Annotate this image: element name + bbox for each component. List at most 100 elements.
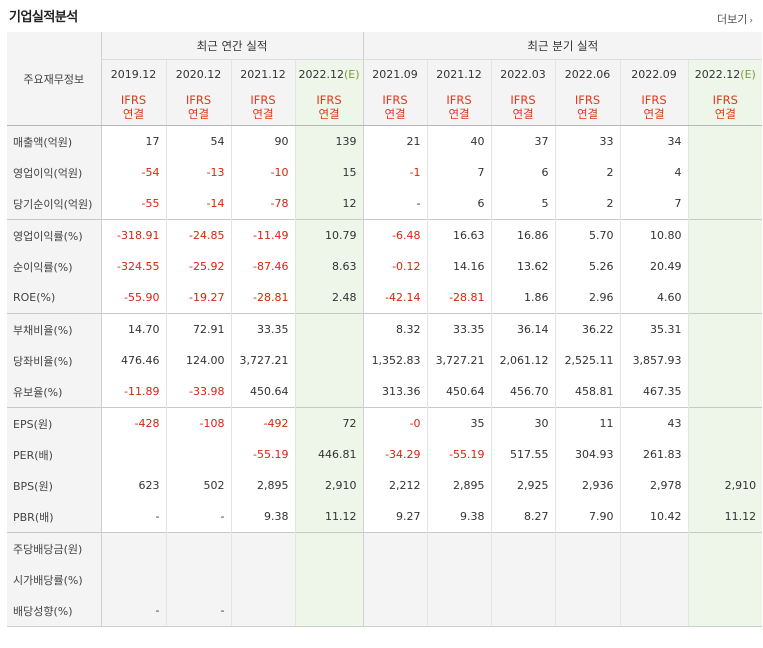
table-cell: -24.85 <box>165 219 231 251</box>
table-cell <box>165 439 231 470</box>
table-cell: -87.46 <box>230 251 295 282</box>
table-cell: -78 <box>230 188 295 220</box>
table-cell: 11.12 <box>294 501 364 533</box>
table-cell: 2,910 <box>687 470 763 501</box>
more-link[interactable]: 더보기 › <box>717 11 753 27</box>
table-cell: 35 <box>426 407 492 439</box>
table-cell: 10.79 <box>294 219 364 251</box>
table-cell: 467.35 <box>619 376 689 408</box>
table-cell <box>490 595 556 627</box>
table-cell: 15 <box>294 157 364 188</box>
estimate-mark: (E) <box>740 68 756 81</box>
table-cell: - <box>165 595 231 627</box>
table-cell <box>100 439 166 470</box>
row-label: 매출액(억원) <box>7 125 101 157</box>
table-cell: 8.32 <box>362 313 428 345</box>
table-cell: 9.38 <box>426 501 492 533</box>
table-cell: 54 <box>165 125 231 157</box>
table-row: 유보율(%) -11.89 -33.98 450.64 313.36 450.64 456.… <box>7 376 763 408</box>
row-label: 순이익률(%) <box>7 251 101 282</box>
table-cell: -13 <box>165 157 231 188</box>
ifrs-label: IFRS 연결 <box>100 89 166 126</box>
table-cell: 90 <box>230 125 295 157</box>
table-cell: 450.64 <box>230 376 295 408</box>
ifrs-label: IFRS 연결 <box>165 89 231 126</box>
table-cell: 1,352.83 <box>362 345 428 376</box>
table-cell: 8.63 <box>294 251 364 282</box>
row-label: ROE(%) <box>7 282 101 314</box>
table-cell: 33.35 <box>230 313 295 345</box>
table-cell: 124.00 <box>165 345 231 376</box>
table-cell: 16.86 <box>490 219 556 251</box>
more-label: 더보기 <box>717 13 748 26</box>
table-cell: 304.93 <box>554 439 621 470</box>
table-cell <box>362 564 428 595</box>
table-cell <box>687 313 763 345</box>
table-cell: 43 <box>619 407 689 439</box>
table-cell: 17 <box>100 125 166 157</box>
quarterly-group-header: 최근 분기 실적 <box>362 32 763 60</box>
row-label: PBR(배) <box>7 501 101 533</box>
table-row: 매출액(억원) 17 54 90 139 21 40 37 33 34 <box>7 125 763 157</box>
table-row: PBR(배) - -9.38 11.12 9.27 9.38 8.27 7.90 10.42 11… <box>7 501 763 533</box>
table-cell <box>687 188 763 220</box>
row-label: 당기순이익(억원) <box>7 188 101 220</box>
table-cell <box>362 532 428 564</box>
table-cell: -10 <box>230 157 295 188</box>
table-cell: 7 <box>426 157 492 188</box>
table-cell <box>165 532 231 564</box>
row-label: 영업이익률(%) <box>7 219 101 251</box>
table-cell: 2,212 <box>362 470 428 501</box>
table-cell <box>490 564 556 595</box>
table-row: EPS(원) -428 -108 -492 72 -0 35 30 11 43 <box>7 407 763 439</box>
table-cell <box>165 564 231 595</box>
table-row: 배당성향(%) - - <box>7 595 763 627</box>
table-cell: 35.31 <box>619 313 689 345</box>
table-cell: -108 <box>165 407 231 439</box>
table-cell: -28.81 <box>230 282 295 314</box>
period-header: 2020.12 <box>165 59 231 89</box>
row-label: 시가배당률(%) <box>7 564 101 595</box>
period-label: 2022.06 <box>564 68 611 81</box>
table-cell <box>294 376 364 408</box>
table-cell: 11.12 <box>687 501 763 533</box>
table-cell <box>294 564 364 595</box>
table-cell: 2,978 <box>619 470 689 501</box>
table-cell: 2,895 <box>426 470 492 501</box>
row-label: PER(배) <box>7 439 101 470</box>
table-cell: 14.70 <box>100 313 166 345</box>
table-cell: 313.36 <box>362 376 428 408</box>
table-row: PER(배) -55.19 446.81 -34.29 -55.19 517.55 304.… <box>7 439 763 470</box>
section-title: 기업실적분석 <box>9 10 78 25</box>
table-cell: -25.92 <box>165 251 231 282</box>
table-cell: 36.14 <box>490 313 556 345</box>
table-cell: 10.80 <box>619 219 689 251</box>
table-cell: 2,936 <box>554 470 621 501</box>
table-cell <box>619 564 689 595</box>
table-row: 주당배당금(원) <box>7 532 763 564</box>
table-cell: 37 <box>490 125 556 157</box>
table-cell <box>100 564 166 595</box>
table-row: 당좌비율(%) 476.46 124.00 3,727.21 1,352.83 3,727… <box>7 345 763 376</box>
period-header: 2022.09 <box>619 59 689 89</box>
table-cell: -11.89 <box>100 376 166 408</box>
table-cell <box>490 532 556 564</box>
row-label: 부채비율(%) <box>7 313 101 345</box>
period-header: 2022.03 <box>490 59 556 89</box>
table-row: 영업이익률(%) -318.91 -24.85 -11.49 10.79 -6.48 16.… <box>7 219 763 251</box>
table-cell: -492 <box>230 407 295 439</box>
table-row: 부채비율(%) 14.70 72.91 33.35 8.32 33.35 36.14 36.2… <box>7 313 763 345</box>
table-cell: 446.81 <box>294 439 364 470</box>
table-cell: -11.49 <box>230 219 295 251</box>
table-cell <box>687 157 763 188</box>
table-cell: -42.14 <box>362 282 428 314</box>
table-cell <box>554 564 621 595</box>
period-header: 2021.12 <box>426 59 492 89</box>
table-cell <box>230 564 295 595</box>
table-cell: 7 <box>619 188 689 220</box>
table-cell: 5.70 <box>554 219 621 251</box>
table-cell: 2,910 <box>294 470 364 501</box>
row-label: BPS(원) <box>7 470 101 501</box>
table-cell <box>426 595 492 627</box>
table-cell <box>687 282 763 314</box>
